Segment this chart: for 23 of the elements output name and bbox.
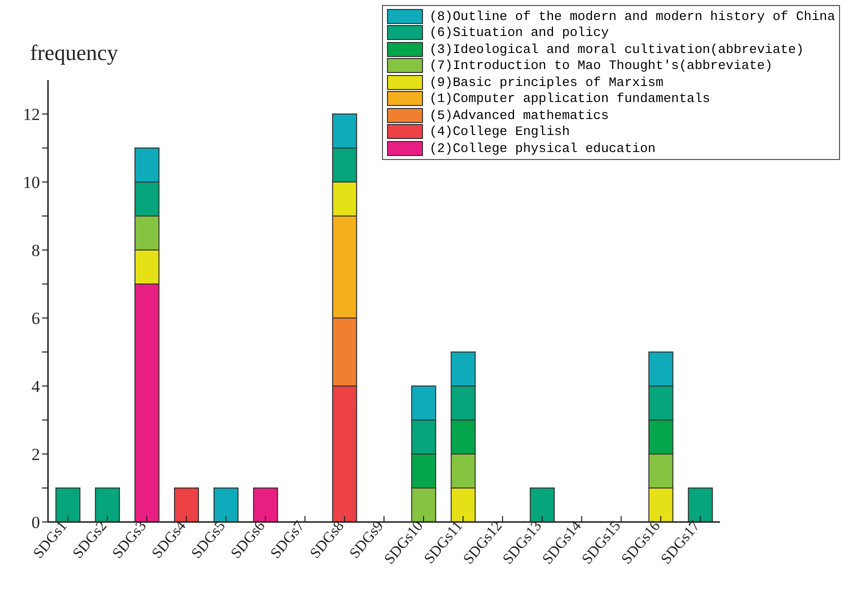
y-axis-title: frequency (30, 40, 118, 66)
y-tick-label: 2 (32, 445, 40, 464)
bar (214, 488, 239, 522)
y-tick-label: 4 (32, 377, 40, 396)
y-tick-label: 10 (23, 173, 40, 192)
bar (174, 488, 199, 522)
bar (55, 488, 80, 522)
y-tick-label: 12 (23, 105, 40, 124)
legend-label: (4)College English (429, 124, 570, 140)
bar (530, 488, 555, 522)
legend-label: (7)Introduction to Mao Thought's(abbreviate) (429, 58, 773, 74)
bar (253, 488, 278, 522)
legend-label: (3)Ideological and moral cultivation(abbreviate) (429, 42, 804, 57)
legend-label: (2)College physical education (429, 140, 656, 156)
legend-label: (9)Basic principles of Marxism (429, 74, 664, 90)
bar (94, 488, 120, 522)
y-tick-label: 6 (32, 309, 40, 328)
legend-label: (5)Advanced mathematics (429, 108, 609, 123)
legend-label: (6)Situation and policy (429, 25, 609, 40)
bar (688, 488, 713, 522)
legend-label: (1)Computer application fundamentals (429, 91, 710, 106)
y-tick-label: 8 (32, 241, 40, 260)
legend-label: (8)Outline of the modern and modern history of China (429, 8, 835, 24)
